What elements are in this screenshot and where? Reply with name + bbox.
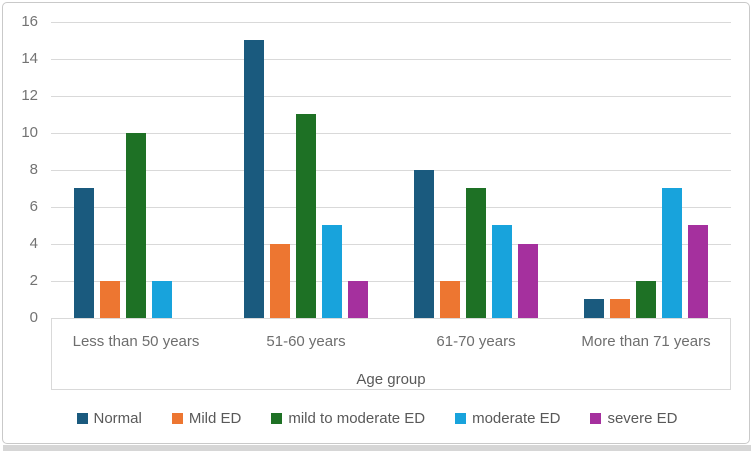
- y-axis-tick-label-10: 10: [21, 124, 38, 141]
- legend-item: Normal: [76, 409, 142, 427]
- bar-mild-ed-group4: [610, 299, 630, 318]
- y-axis-tick-label-4: 4: [29, 235, 38, 252]
- bar-moderate-ed-group1: [152, 281, 172, 318]
- legend-item: severe ED: [590, 409, 678, 427]
- gridline-y10: [51, 133, 731, 134]
- chart-legend: Normal Mild ED mild to moderate ED moderate…: [37, 407, 717, 429]
- bar-mild-to-moderate-ed-group4: [636, 281, 656, 318]
- gridline-y2: [51, 281, 731, 282]
- x-axis-category-label: More than 71 years: [581, 333, 711, 350]
- x-axis-category-label: Less than 50 years: [72, 333, 200, 350]
- legend-swatch-normal: [76, 412, 88, 424]
- bar-mild-ed-group2: [270, 244, 290, 318]
- bar-normal-group4: [584, 299, 604, 318]
- legend-item: moderate ED: [455, 410, 560, 427]
- y-axis-tick-label-14: 14: [21, 50, 38, 67]
- legend-label: severe ED: [607, 409, 678, 427]
- x-axis-title: Age group: [356, 371, 426, 388]
- gridline-y6: [51, 207, 731, 208]
- bar-severe-ed-group2: [348, 281, 368, 318]
- legend-swatch-mild-ed: [171, 412, 183, 424]
- gridline-y12: [51, 96, 731, 97]
- y-axis-tick-label-6: 6: [29, 198, 38, 215]
- gridline-y14: [51, 59, 731, 60]
- x-axis-category-label: 51-60 years: [266, 333, 346, 350]
- legend-item: mild to moderate ED: [271, 410, 425, 427]
- y-axis-tick-label-16: 16: [21, 13, 38, 30]
- legend-item: Mild ED: [171, 409, 242, 427]
- figure-bottom-edge: [3, 445, 751, 451]
- legend-swatch-moderate-ed: [455, 412, 467, 424]
- bar-mild-ed-group1: [100, 281, 120, 318]
- gridline-y8: [51, 170, 731, 171]
- bar-moderate-ed-group3: [492, 225, 512, 318]
- bar-normal-group1: [74, 188, 94, 318]
- bar-normal-group2: [244, 40, 264, 318]
- gridline-y16: [51, 22, 731, 23]
- x-axis-label-box: [51, 318, 731, 390]
- gridline-y4: [51, 244, 731, 245]
- bar-mild-to-moderate-ed-group1: [126, 133, 146, 318]
- bar-severe-ed-group4: [688, 225, 708, 318]
- bar-moderate-ed-group2: [322, 225, 342, 318]
- legend-label: Normal: [93, 409, 142, 427]
- bar-severe-ed-group3: [518, 244, 538, 318]
- y-axis-tick-label-8: 8: [29, 161, 38, 178]
- bar-normal-group3: [414, 170, 434, 318]
- legend-label: Mild ED: [188, 409, 242, 427]
- bar-mild-to-moderate-ed-group2: [296, 114, 316, 318]
- bar-mild-ed-group3: [440, 281, 460, 318]
- legend-label: mild to moderate ED: [288, 409, 426, 427]
- bar-moderate-ed-group4: [662, 188, 682, 318]
- bar-mild-to-moderate-ed-group3: [466, 188, 486, 318]
- x-axis-category-label: 61-70 years: [436, 333, 516, 350]
- y-axis-tick-label-2: 2: [29, 272, 38, 289]
- legend-swatch-severe-ed: [590, 412, 602, 424]
- y-axis-tick-label-12: 12: [21, 87, 38, 104]
- legend-label: moderate ED: [472, 409, 561, 427]
- y-axis-tick-label-0: 0: [29, 309, 38, 326]
- legend-swatch-mild-to-moderate-ed: [271, 412, 283, 424]
